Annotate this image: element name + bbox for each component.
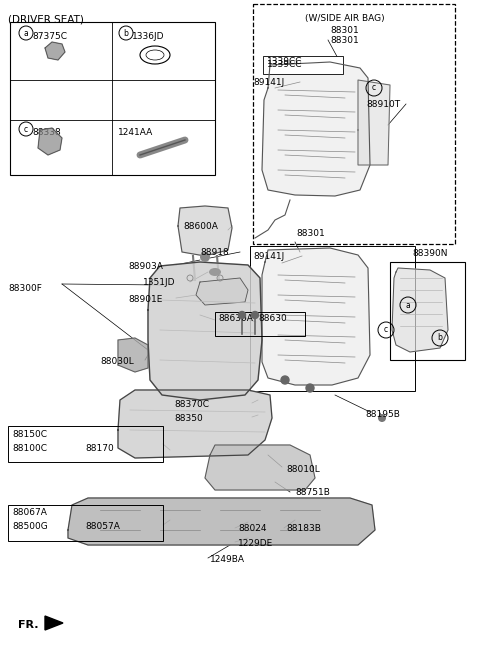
Text: 89141J: 89141J [253, 78, 284, 87]
Text: (W/SIDE AIR BAG): (W/SIDE AIR BAG) [305, 14, 384, 23]
Bar [390, 262, 465, 360]
Bar [10, 22, 215, 175]
Circle shape [200, 252, 210, 262]
Text: 88630: 88630 [258, 314, 287, 323]
Text: b: b [438, 334, 443, 343]
Circle shape [252, 311, 259, 318]
Text: c: c [24, 124, 28, 133]
Bar [8, 505, 163, 541]
Ellipse shape [209, 268, 221, 276]
Text: 87375C: 87375C [32, 32, 67, 41]
Circle shape [306, 384, 314, 392]
Text: 1229DE: 1229DE [238, 539, 273, 548]
Polygon shape [262, 62, 370, 196]
Text: 88301: 88301 [330, 36, 359, 45]
Polygon shape [118, 338, 148, 372]
Text: 89141J: 89141J [253, 252, 284, 261]
Text: 1241AA: 1241AA [118, 128, 153, 137]
Polygon shape [45, 616, 63, 630]
Text: c: c [372, 84, 376, 92]
Bar [215, 312, 305, 336]
Polygon shape [205, 445, 315, 490]
Polygon shape [148, 262, 262, 400]
Text: FR.: FR. [18, 620, 38, 630]
Polygon shape [392, 268, 448, 352]
Text: 1339CC: 1339CC [267, 57, 302, 66]
Text: 88067A: 88067A [12, 508, 47, 517]
Text: 88170: 88170 [85, 444, 114, 453]
Text: b: b [123, 29, 129, 37]
Text: 88301: 88301 [296, 229, 325, 238]
Text: 1351JD: 1351JD [143, 278, 176, 287]
Text: 88500G: 88500G [12, 522, 48, 531]
Polygon shape [196, 278, 248, 305]
Polygon shape [38, 128, 62, 155]
Polygon shape [45, 42, 65, 60]
Text: 88300F: 88300F [8, 284, 42, 293]
Text: 88183B: 88183B [286, 524, 321, 533]
Text: 88910T: 88910T [366, 100, 400, 109]
Bar [250, 246, 415, 391]
Text: 1249BA: 1249BA [210, 555, 245, 564]
Text: 88350: 88350 [174, 414, 203, 423]
Text: (DRIVER SEAT): (DRIVER SEAT) [8, 14, 84, 24]
Text: 88630A: 88630A [218, 314, 253, 323]
Polygon shape [68, 498, 375, 545]
Polygon shape [358, 80, 390, 165]
Text: 88370C: 88370C [174, 400, 209, 409]
Text: 88010L: 88010L [286, 465, 320, 474]
Circle shape [378, 414, 386, 422]
Text: 88903A: 88903A [128, 262, 163, 271]
Text: 88195B: 88195B [365, 410, 400, 419]
Text: 88338: 88338 [32, 128, 61, 137]
Text: a: a [406, 300, 410, 309]
Text: 88150C: 88150C [12, 430, 47, 439]
Text: 88600A: 88600A [183, 222, 218, 231]
Text: 88030L: 88030L [100, 357, 134, 366]
Polygon shape [118, 390, 272, 458]
Text: 1336JD: 1336JD [132, 32, 165, 41]
Text: 88100C: 88100C [12, 444, 47, 453]
Text: 88901E: 88901E [128, 295, 162, 304]
Text: 88390N: 88390N [412, 249, 447, 258]
Text: 88057A: 88057A [85, 522, 120, 531]
Text: 88918: 88918 [200, 248, 229, 257]
Text: c: c [384, 326, 388, 334]
Bar [8, 426, 163, 462]
Polygon shape [262, 248, 370, 385]
Circle shape [281, 376, 289, 384]
Circle shape [239, 311, 245, 318]
Bar [263, 56, 343, 74]
Polygon shape [178, 206, 232, 256]
Text: 88301: 88301 [331, 26, 360, 35]
Text: a: a [24, 29, 28, 37]
Text: 1339CC: 1339CC [267, 60, 302, 69]
Text: 88751B: 88751B [295, 488, 330, 497]
Text: 88024: 88024 [238, 524, 266, 533]
Bar [253, 4, 455, 244]
